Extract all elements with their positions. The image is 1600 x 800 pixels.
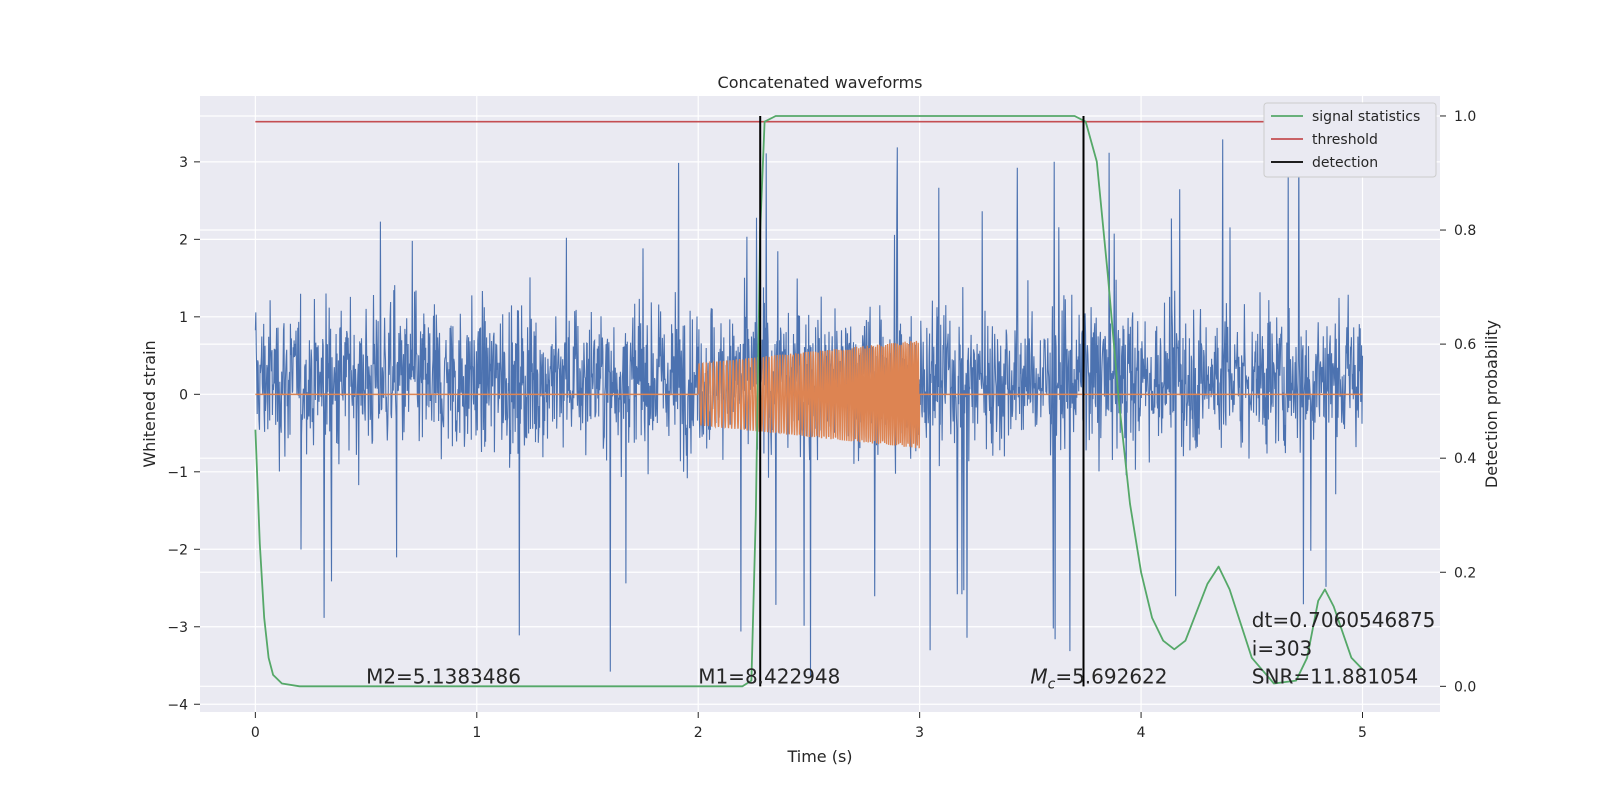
signal-statistics-series: [254, 115, 1364, 688]
legend-label-detection: detection: [1312, 155, 1378, 171]
x-tick-label: 2: [694, 725, 703, 741]
annotation-label: M1=8.422948: [698, 664, 840, 688]
y-tick-label: 1: [179, 310, 188, 326]
y-tick-label: −1: [167, 465, 188, 481]
annotation-label: i=303: [1252, 636, 1313, 660]
y-right-tick-label: 0.2: [1454, 565, 1476, 581]
y-right-tick-label: 0.0: [1454, 679, 1476, 695]
annotations: M2=5.1383486 M1=8.422948 Mc=5.692622 SNR=11…: [366, 608, 1435, 693]
legend: signal statistics threshold detection: [1263, 102, 1437, 178]
y-tick-label: 2: [179, 232, 188, 248]
y-tick-label: −3: [167, 620, 188, 636]
y-tick-label: 0: [179, 387, 188, 403]
x-tick-label: 5: [1358, 725, 1367, 741]
annotation-label: dt=0.7060546875: [1252, 608, 1436, 632]
y-tick-label: −2: [167, 542, 188, 558]
y-right-tick-label: 1.0: [1454, 109, 1476, 125]
x-tick-label: 3: [915, 725, 924, 741]
y-right-tick-label: 0.8: [1454, 223, 1476, 239]
legend-label-threshold: threshold: [1312, 132, 1378, 148]
y-axis-label: Whitened strain: [140, 340, 159, 467]
template-series: [255, 340, 1363, 449]
template-chirp-line: [697, 340, 921, 449]
annotation-label: Mc=5.692622: [1030, 664, 1167, 692]
x-axis-label: Time (s): [786, 747, 852, 766]
signal-statistics-line: [254, 115, 1364, 688]
y-tick-label: −4: [167, 697, 188, 713]
y-right-tick-label: 0.4: [1454, 451, 1476, 467]
y-tick-label: 3: [179, 155, 188, 171]
legend-label-signal-statistics: signal statistics: [1312, 109, 1420, 125]
ticks: 0 1 2 3 4 5 −4 −3 −2 −1 0 1 2 3 0.0 0.2 0.4 0.6 0.8 1.0: [167, 109, 1476, 741]
chart-title: Concatenated waveforms: [718, 73, 923, 92]
y-right-tick-label: 0.6: [1454, 337, 1476, 353]
annotation-label: SNR=11.881054: [1252, 664, 1418, 688]
y-axis-right-label: Detection probability: [1482, 320, 1501, 488]
x-tick-label: 1: [472, 725, 481, 741]
annotation-label: M2=5.1383486: [366, 664, 521, 688]
x-tick-label: 4: [1137, 725, 1146, 741]
detection-series: [759, 115, 1085, 687]
x-tick-label: 0: [251, 725, 260, 741]
legend-box: [1263, 102, 1437, 178]
